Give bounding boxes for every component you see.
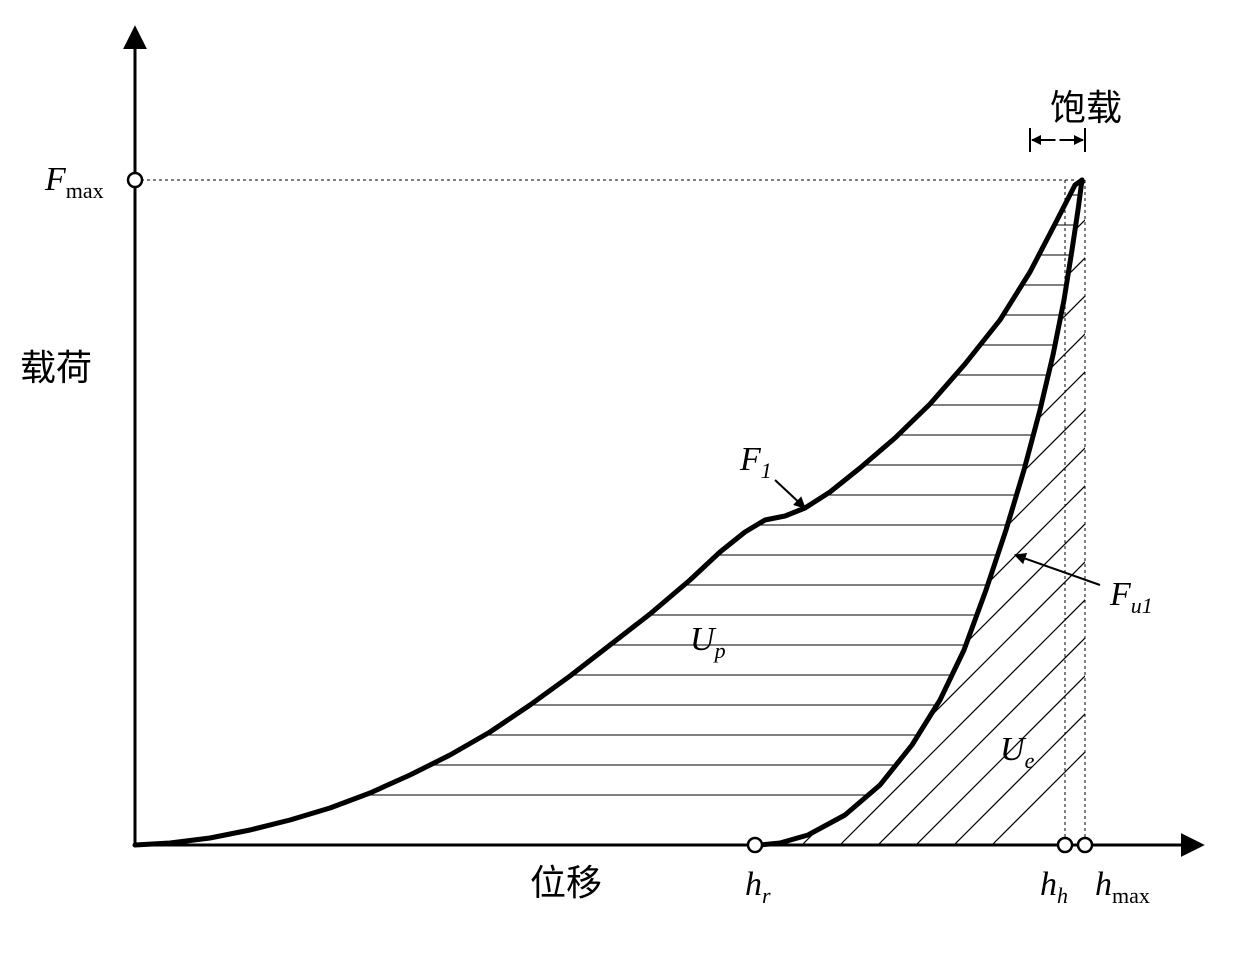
y-axis-label: 载荷 <box>20 348 92 388</box>
xtick-hr: hr <box>745 866 771 908</box>
top-annotation: 饱载 <box>1050 88 1122 128</box>
region-up-hatch <box>365 195 1080 795</box>
xtick-hmax: hmax <box>1095 866 1150 908</box>
unloading-curve <box>760 180 1082 845</box>
annot-fu1-label: Fu1 <box>1109 576 1153 618</box>
xtick-hh: hh <box>1040 866 1068 908</box>
marker-hr <box>748 838 762 852</box>
ytick-fmax: Fmax <box>44 161 104 203</box>
marker-hmax <box>1078 838 1092 852</box>
label-up: Up <box>690 621 726 663</box>
annot-f1-arrow <box>775 480 805 508</box>
label-ue: Ue <box>1000 731 1035 773</box>
marker-fmax <box>128 173 142 187</box>
x-axis-label: 位移 <box>530 863 602 903</box>
annot-f1-label: F1 <box>739 441 772 483</box>
marker-hh <box>1058 838 1072 852</box>
